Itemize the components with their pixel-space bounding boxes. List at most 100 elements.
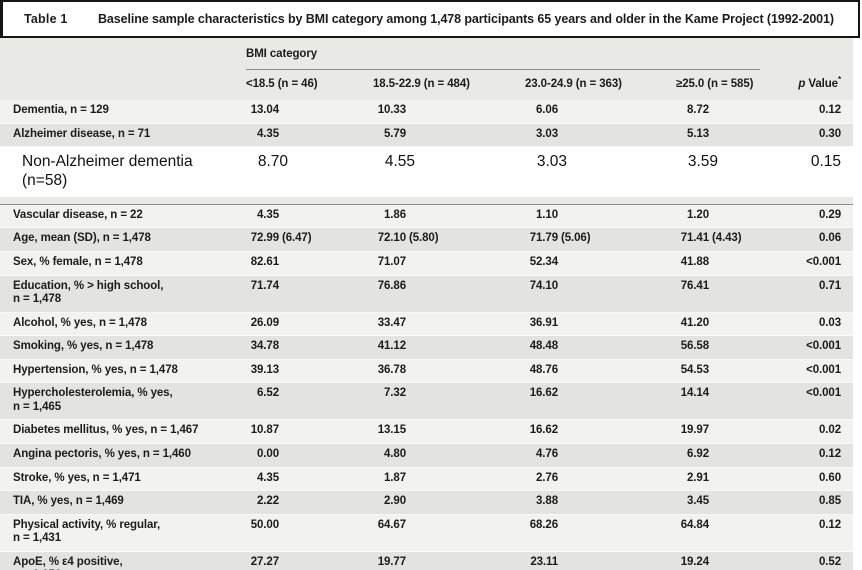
value-cell-bmi-18-5-22-9: 64.67 xyxy=(377,518,406,531)
value-cell-bmi-25-plus: 41.20 xyxy=(680,316,709,329)
value-cell-bmi-18-5-22-9: 2.90 xyxy=(384,495,406,508)
value-cell-bmi-23-0-24-9: 1.10 xyxy=(536,208,558,221)
value-cell-bmi-18-5-22-9: 41.12 xyxy=(377,340,406,353)
p-value-cell: 0.30 xyxy=(819,127,841,140)
value-cell-bmi-25-plus: 19.97 xyxy=(680,424,709,437)
value-cell-bmi-23-0-24-9: 16.62 xyxy=(529,387,558,400)
value-cell-bmi-under-18-5: 4.35 xyxy=(257,208,279,221)
table-row: Non-Alzheimer dementia (n=58) 8.70 4.55 … xyxy=(0,147,853,197)
value-cell-bmi-23-0-24-9: 23.11 xyxy=(530,555,558,568)
p-value-cell: 0.85 xyxy=(819,495,841,508)
row-label: Sex, % female, n = 1,478 xyxy=(13,255,143,268)
value-cell-bmi-23-0-24-9: 48.48 xyxy=(529,340,558,353)
value-cell-bmi-25-plus: 54.53 xyxy=(680,363,709,376)
value-cell-bmi-18-5-22-9: 1.87 xyxy=(384,471,406,484)
value-cell-bmi-18-5-22-9: 1.86 xyxy=(384,208,406,221)
value-cell-bmi-23-0-24-9: 3.03 xyxy=(536,153,567,171)
table-title: Baseline sample characteristics by BMI c… xyxy=(98,12,834,26)
table-row: Hypercholesterolemia, % yes, n = 1,465 6… xyxy=(0,383,853,421)
table-row: ApoE, % ε4 positive, n = 1,056 27.27 19.… xyxy=(0,551,853,570)
value-cell-bmi-under-18-5: 4.35 xyxy=(257,471,279,484)
row-label: Alzheimer disease, n = 71 xyxy=(13,127,151,140)
row-label: Non-Alzheimer dementia (n=58) xyxy=(22,153,193,189)
row-label: Dementia, n = 129 xyxy=(13,104,109,117)
value-cell-bmi-under-18-5: 8.70 xyxy=(257,153,288,171)
bmi-category-group-header: BMI category xyxy=(242,38,790,70)
p-value-cell: <0.001 xyxy=(806,255,841,268)
table-group-header-row: BMI category xyxy=(0,38,853,70)
empty-header-cell xyxy=(0,70,242,101)
table-body: Dementia, n = 129 13.04 10.33 6.06 8.72 … xyxy=(0,100,853,570)
p-value-cell: 0.52 xyxy=(819,555,841,568)
p-value-cell: 0.12 xyxy=(819,104,841,117)
table-row: Diabetes mellitus, % yes, n = 1,467 10.8… xyxy=(0,420,853,444)
p-value-cell: 0.71 xyxy=(819,279,841,292)
p-value-cell: 0.29 xyxy=(819,208,841,221)
value-cell-bmi-25-plus: 3.45 xyxy=(687,495,709,508)
value-cell-bmi-23-0-24-9: 3.03 xyxy=(536,127,558,140)
table-row: Alzheimer disease, n = 71 4.35 5.79 3.03… xyxy=(0,123,853,148)
value-cell-bmi-under-18-5: 34.78 xyxy=(250,340,279,353)
p-value-cell: <0.001 xyxy=(806,387,841,400)
column-header-bmi-18-5-22-9: 18.5-22.9 (n = 484) xyxy=(373,77,470,90)
row-label: Education, % > high school, n = 1,478 xyxy=(13,279,164,306)
p-value-cell: 0.12 xyxy=(819,448,841,460)
value-cell-bmi-23-0-24-9: 48.76 xyxy=(529,363,558,376)
table-row: Physical activity, % regular, n = 1,431 … xyxy=(0,514,853,552)
value-cell-bmi-18-5-22-9: 4.80 xyxy=(384,448,406,460)
row-label: TIA, % yes, n = 1,469 xyxy=(13,495,124,508)
table-number-label: Table 1 xyxy=(24,12,68,26)
value-cell-bmi-under-18-5: 72.99 (6.47) xyxy=(250,232,312,245)
value-cell-bmi-18-5-22-9: 33.47 xyxy=(377,316,406,329)
value-cell-bmi-25-plus: 64.84 xyxy=(680,518,709,531)
table-row: Vascular disease, n = 22 4.35 1.86 1.10 … xyxy=(0,203,853,229)
value-cell-bmi-23-0-24-9: 6.06 xyxy=(536,104,558,117)
value-cell-bmi-25-plus: 56.58 xyxy=(680,340,709,353)
value-cell-bmi-23-0-24-9: 2.76 xyxy=(536,471,558,484)
row-label: Alcohol, % yes, n = 1,478 xyxy=(13,316,147,329)
p-value-cell: 0.12 xyxy=(819,518,841,531)
value-cell-bmi-25-plus: 14.14 xyxy=(680,387,709,400)
value-cell-bmi-under-18-5: 13.04 xyxy=(250,104,279,117)
value-cell-bmi-18-5-22-9: 4.55 xyxy=(384,153,415,171)
value-cell-bmi-25-plus: 8.72 xyxy=(687,104,709,117)
value-cell-bmi-under-18-5: 6.52 xyxy=(257,387,279,400)
value-cell-bmi-under-18-5: 82.61 xyxy=(250,255,279,268)
p-value-cell: 0.06 xyxy=(819,232,841,245)
row-label: ApoE, % ε4 positive, n = 1,056 xyxy=(13,555,123,570)
value-cell-bmi-under-18-5: 0.00 xyxy=(257,448,279,460)
value-cell-bmi-25-plus: 1.20 xyxy=(687,208,709,221)
value-cell-bmi-18-5-22-9: 19.77 xyxy=(377,555,406,568)
p-value-cell: 0.02 xyxy=(819,424,841,437)
p-value-cell: <0.001 xyxy=(806,363,841,376)
value-cell-bmi-23-0-24-9: 68.26 xyxy=(529,518,558,531)
table-row: Alcohol, % yes, n = 1,478 26.09 33.47 36… xyxy=(0,312,853,337)
value-cell-bmi-under-18-5: 27.27 xyxy=(250,555,279,568)
value-cell-bmi-25-plus: 41.88 xyxy=(680,255,709,268)
table-column-header-row: <18.5 (n = 46) 18.5-22.9 (n = 484) 23.0-… xyxy=(0,69,853,101)
value-cell-bmi-under-18-5: 71.74 xyxy=(250,279,279,292)
value-cell-bmi-25-plus: 5.13 xyxy=(687,127,709,140)
table-row: TIA, % yes, n = 1,469 2.22 2.90 3.88 3.4… xyxy=(0,491,853,515)
table-row: Angina pectoris, % yes, n = 1,460 0.00 4… xyxy=(0,444,853,468)
value-cell-bmi-under-18-5: 10.87 xyxy=(250,424,279,437)
value-cell-bmi-under-18-5: 2.22 xyxy=(257,495,279,508)
value-cell-bmi-under-18-5: 39.13 xyxy=(250,363,279,376)
value-cell-bmi-under-18-5: 26.09 xyxy=(250,316,279,329)
value-cell-bmi-18-5-22-9: 76.86 xyxy=(377,279,406,292)
p-value-cell: 0.03 xyxy=(819,316,841,329)
row-label: Hypertension, % yes, n = 1,478 xyxy=(13,363,178,376)
table-title-bar: Table 1 Baseline sample characteristics … xyxy=(0,0,860,38)
column-header-bmi-23-0-24-9: 23.0-24.9 (n = 363) xyxy=(525,77,622,90)
row-label: Stroke, % yes, n = 1,471 xyxy=(13,471,141,484)
table-row: Age, mean (SD), n = 1,478 72.99 (6.47) 72… xyxy=(0,228,853,252)
value-cell-bmi-18-5-22-9: 71.07 xyxy=(377,255,406,268)
table-row: Stroke, % yes, n = 1,471 4.35 1.87 2.76 … xyxy=(0,467,853,492)
column-header-bmi-25-plus: ≥25.0 (n = 585) xyxy=(676,77,754,90)
table-row: Sex, % female, n = 1,478 82.61 71.07 52.… xyxy=(0,251,853,276)
data-table: BMI category <18.5 (n = 46) 18.5-22.9 (n… xyxy=(0,38,853,570)
value-cell-bmi-18-5-22-9: 72.10 (5.80) xyxy=(377,232,439,245)
column-header-bmi-under-18-5: <18.5 (n = 46) xyxy=(246,77,318,90)
value-cell-bmi-25-plus: 6.92 xyxy=(687,448,709,460)
